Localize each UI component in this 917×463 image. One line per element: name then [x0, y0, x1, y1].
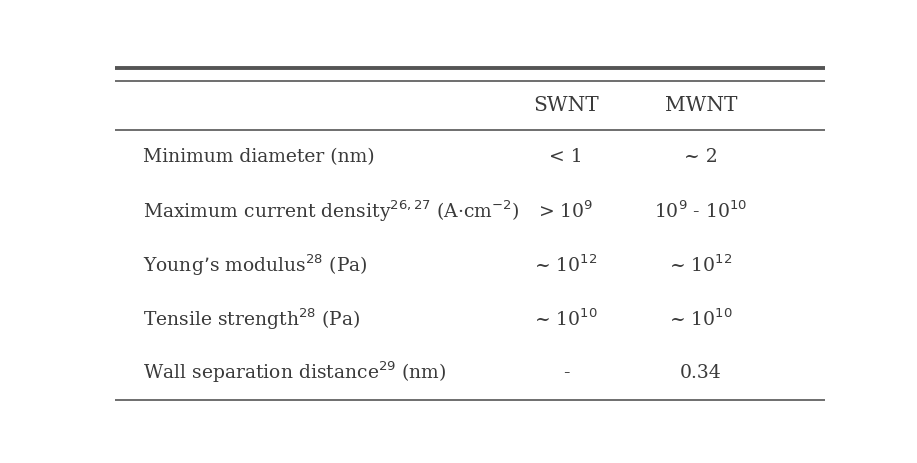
Text: Young’s modulus$^{28}$ (Pa): Young’s modulus$^{28}$ (Pa)	[143, 252, 368, 278]
Text: ~ 10$^{12}$: ~ 10$^{12}$	[535, 254, 598, 276]
Text: Maximum current density$^{26,27}$ (A·cm$^{-2}$): Maximum current density$^{26,27}$ (A·cm$…	[143, 199, 520, 224]
Text: Wall separation distance$^{29}$ (nm): Wall separation distance$^{29}$ (nm)	[143, 360, 447, 385]
Text: ~ 2: ~ 2	[684, 148, 718, 166]
Text: MWNT: MWNT	[665, 96, 737, 115]
Text: ~ 10$^{10}$: ~ 10$^{10}$	[534, 308, 598, 330]
Text: Tensile strength$^{28}$ (Pa): Tensile strength$^{28}$ (Pa)	[143, 306, 360, 332]
Text: ~ 10$^{10}$: ~ 10$^{10}$	[669, 308, 733, 330]
Text: Minimum diameter (nm): Minimum diameter (nm)	[143, 148, 375, 166]
Text: -: -	[563, 363, 569, 382]
Text: < 1: < 1	[549, 148, 582, 166]
Text: 10$^{9}$ - 10$^{10}$: 10$^{9}$ - 10$^{10}$	[655, 200, 747, 222]
Text: ~ 10$^{12}$: ~ 10$^{12}$	[669, 254, 733, 276]
Text: SWNT: SWNT	[533, 96, 599, 115]
Text: 0.34: 0.34	[680, 363, 722, 382]
Text: > 10$^{9}$: > 10$^{9}$	[538, 200, 593, 222]
